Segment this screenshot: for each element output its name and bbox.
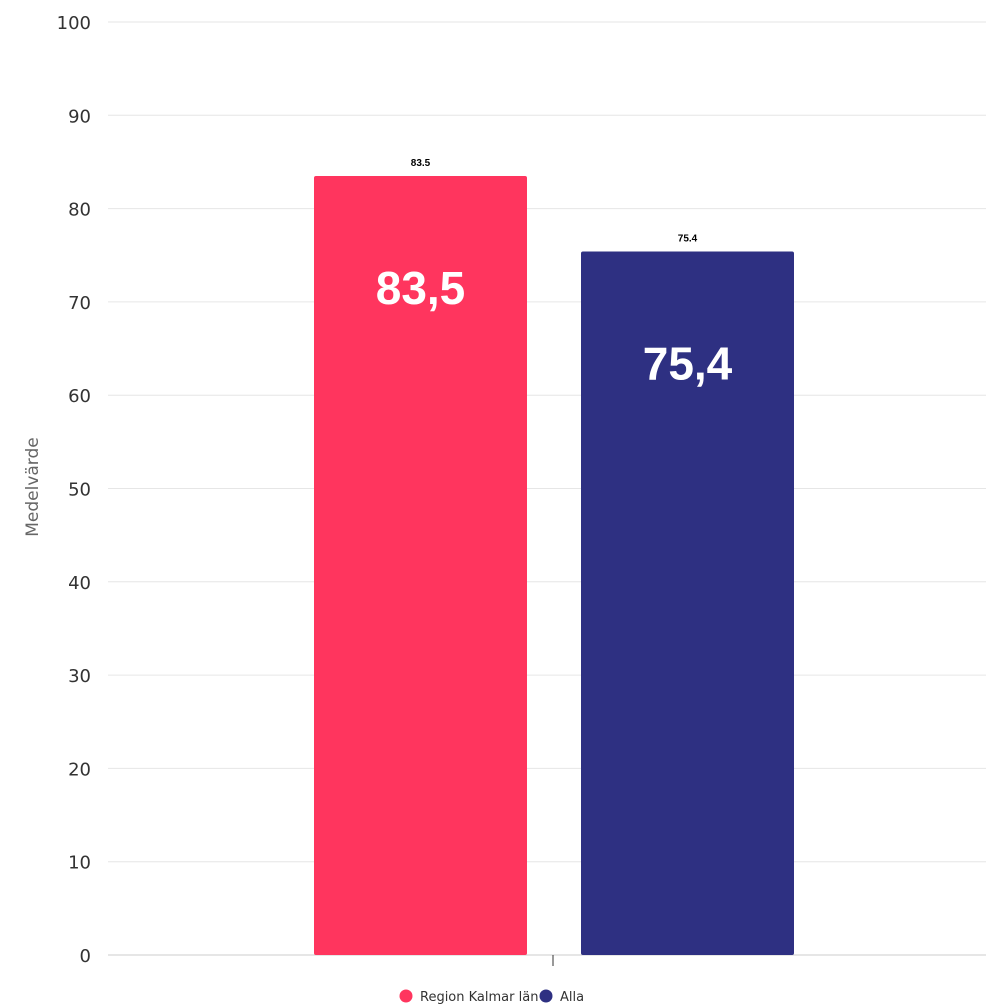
y-tick-label: 100 — [57, 13, 91, 34]
bar-data-label: 83,5 — [376, 262, 466, 314]
y-tick-label: 80 — [68, 200, 91, 221]
legend-marker — [539, 989, 553, 1003]
y-tick-label: 0 — [80, 946, 91, 967]
grid-lines — [108, 21, 986, 956]
y-tick-label: 40 — [68, 573, 91, 594]
legend-label: Alla — [560, 990, 584, 1004]
y-axis-ticks: 0 10 20 30 40 50 60 70 80 90 100 — [57, 13, 91, 967]
y-tick-label: 70 — [68, 293, 91, 314]
bars: 83.5 83,5 75.4 75,4 — [314, 158, 794, 955]
y-tick-label: 50 — [68, 480, 91, 501]
y-tick-label: 10 — [68, 853, 91, 874]
y-tick-label: 30 — [68, 666, 91, 687]
bar-data-label: 75,4 — [643, 338, 733, 390]
legend: Region Kalmar län Alla — [399, 989, 585, 1004]
bar — [581, 251, 794, 955]
legend-item[interactable]: Alla — [539, 989, 585, 1004]
bar-value-label: 83.5 — [411, 158, 431, 169]
legend-label: Region Kalmar län — [420, 990, 538, 1004]
bar-value-label: 75.4 — [678, 234, 698, 245]
legend-marker — [399, 989, 413, 1003]
y-tick-label: 20 — [68, 759, 91, 780]
y-tick-label: 90 — [68, 106, 91, 127]
y-tick-label: 60 — [68, 386, 91, 407]
y-axis-title: Medelvärde — [23, 437, 43, 537]
bar — [314, 175, 527, 955]
legend-item[interactable]: Region Kalmar län — [399, 989, 539, 1004]
